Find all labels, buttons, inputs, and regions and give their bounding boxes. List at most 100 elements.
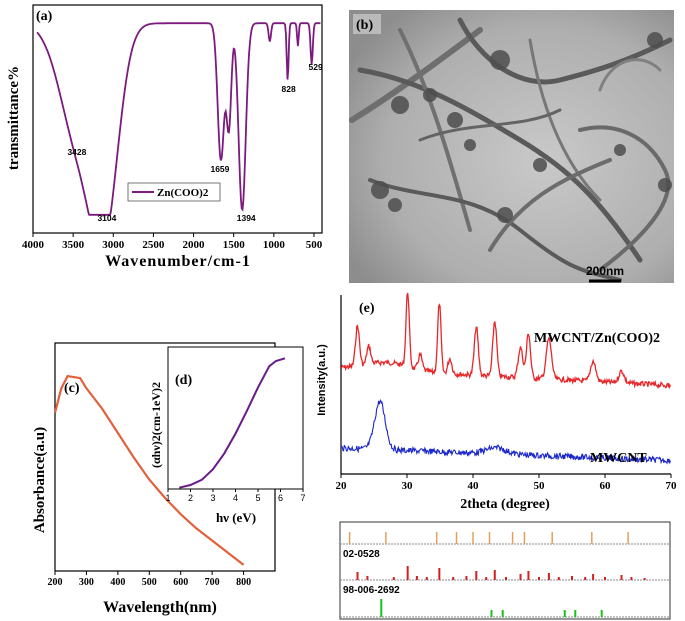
panel-a-letter: (a) [36,9,53,24]
x-tick-1500: 1500 [223,233,246,251]
x-tick-label: 3500 [62,239,85,251]
peak-label-3428: 3428 [67,147,86,157]
panel-a: (a) 4000 3500 3000 2500 2000 1500 1000 500 3428… [6,4,323,270]
ref-sticks-green [380,599,603,617]
panel-a-frame [32,4,323,234]
x-tick-label: 3 [210,493,215,503]
x-tick-label: 500 [306,239,323,251]
x-tick-50: 50 [534,474,546,492]
x-tick-200: 200 [48,571,63,588]
x-tick-label: 7 [300,493,305,503]
x-tick-label: 200 [48,577,63,588]
panel-d-ylabel: (αhν)2(cm-1eV)2 [149,382,163,468]
panel-c-letter: (c) [64,381,80,396]
panel-a-x-ticks: 4000 3500 3000 2500 2000 1500 1000 500 [22,233,323,251]
x-tick-label: 5 [255,493,260,503]
panel-c-xlabel: Wavelength(nm) [103,599,217,616]
panel-e: (e) MWCNT/Zn(COO)2 MWCNT 20 30 40 50 60 70 2t… [316,292,678,620]
x-tick-600: 600 [173,571,188,588]
series-label-mwcnt: MWCNT [590,451,647,466]
x-tick-label: 60 [600,480,612,492]
xrd-mwcnt-zn-curve [340,292,671,390]
panel-d-frame [167,346,304,490]
scale-bar-label: 200nm [586,264,624,278]
x-tick-label: 500 [142,577,157,588]
panel-d-letter: (d) [175,373,192,388]
x-tick-label: 4 [233,493,238,503]
x-tick-3: 3 [210,489,216,503]
x-tick-70: 70 [666,474,678,492]
tem-nanotubes [349,17,673,282]
x-tick-label: 1000 [263,239,286,251]
panel-a-xlabel: Wavenumber/cm-1 [105,253,251,270]
panel-c: (c) 200 300 400 500 600 700 800 Wavelength(nm)… [32,342,276,616]
panel-a-ylabel: transmittance% [6,66,22,170]
panel-c-ylabel: Absorbance(a.u) [32,427,48,533]
panel-e-ylabel: Intensity(a.u.) [316,344,328,416]
x-tick-60: 60 [600,474,612,492]
x-tick-label: 800 [236,577,251,588]
x-tick-3000: 3000 [102,233,125,251]
x-tick-700: 700 [205,571,220,588]
x-tick-label: 600 [173,577,188,588]
x-tick-500: 500 [306,233,323,251]
x-tick-label: 3000 [102,239,125,251]
x-tick-label: 30 [402,480,414,492]
x-tick-2: 2 [188,489,193,503]
x-tick-400: 400 [110,571,125,588]
x-tick-5: 5 [255,489,261,503]
ftir-peak-labels: 3428 3104 1659 1394 828 529 [67,62,323,223]
x-tick-label: 2000 [183,239,206,251]
x-tick-label: 70 [666,480,678,492]
ref-sticks-red [356,566,646,580]
x-tick-3500: 3500 [62,233,85,251]
ref-label-02-0528: 02-0528 [343,549,380,560]
peak-label-828: 828 [282,84,296,94]
legend-box [127,182,221,202]
x-tick-label: 2 [188,493,193,503]
x-tick-1000: 1000 [263,233,286,251]
x-tick-label: 20 [336,480,348,492]
x-tick-7: 7 [300,489,306,503]
panel-b-letter: (b) [356,18,373,33]
panel-c-x-ticks: 200 300 400 500 600 700 800 [48,571,251,588]
x-tick-label: 6 [278,493,283,503]
x-tick-label: 2500 [142,239,165,251]
x-tick-6: 6 [278,489,283,503]
ftir-curve [36,22,321,216]
panel-e-xlabel: 2theta (degree) [460,497,550,512]
x-tick-2000: 2000 [183,233,206,251]
panel-d-xlabel: hν (eV) [216,510,256,525]
x-tick-20: 20 [336,474,348,492]
peak-label-1659: 1659 [210,164,229,174]
tauc-curve [179,357,286,489]
absorbance-curve [53,374,245,566]
peak-label-1394: 1394 [237,213,256,223]
ref-label-98-006-2692: 98-006-2692 [343,585,400,596]
x-tick-4000: 4000 [22,233,45,251]
panel-e-letter: (e) [359,301,375,316]
x-tick-500: 500 [142,571,157,588]
legend-label: Zn(COO)2 [157,187,209,199]
series-label-mwcnt-zn: MWCNT/Zn(COO)2 [534,331,660,346]
peak-label-3104: 3104 [97,213,116,223]
x-tick-800: 800 [236,571,251,588]
x-tick-label: 1500 [223,239,246,251]
tem-letter-bg [353,14,381,34]
x-tick-1: 1 [165,489,171,503]
x-tick-label: 1 [165,493,170,503]
x-tick-label: 700 [205,577,220,588]
xrd-mwcnt-curve [340,398,671,465]
tem-particles [371,32,672,223]
x-tick-4: 4 [233,489,238,503]
panel-d-x-ticks: 1 2 3 4 5 6 7 [165,489,306,503]
peak-label-529: 529 [309,62,323,72]
x-tick-label: 50 [534,480,546,492]
ref-sticks-orange [348,532,629,544]
x-tick-label: 4000 [22,239,45,251]
x-tick-40: 40 [468,474,479,492]
x-tick-300: 300 [79,571,94,588]
panel-a-legend: Zn(COO)2 [127,182,221,202]
panel-b: (b) 200nm [349,10,674,283]
